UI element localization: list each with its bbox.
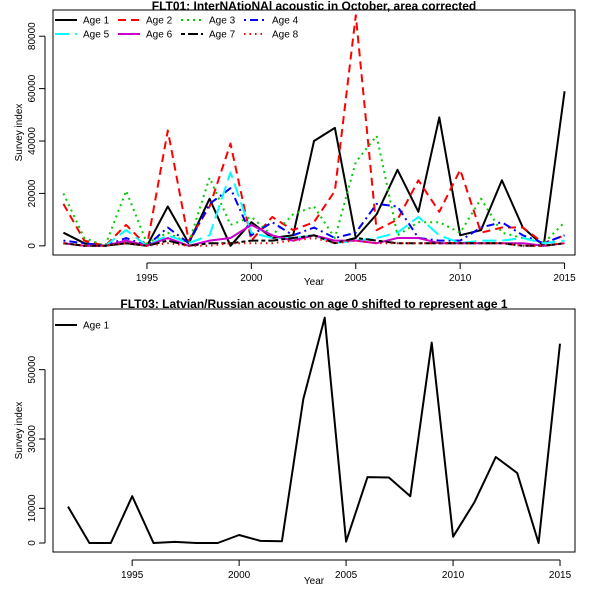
panel-flt03: FLT03: Latvian/Russian acoustic on age 0… [14, 297, 576, 587]
chart-title: FLT03: Latvian/Russian acoustic on age 0… [120, 297, 508, 311]
series-group [67, 316, 561, 544]
y-tick-label: 80000 [27, 22, 38, 50]
legend-label: Age 2 [146, 16, 173, 27]
x-tick-label: 2010 [442, 570, 465, 581]
series-line-age-1 [62, 91, 566, 247]
y-tick-label: 50000 [27, 355, 38, 383]
legend-label: Age 6 [146, 30, 173, 41]
y-tick-label: 10000 [27, 494, 38, 522]
x-axis-label: Year [304, 576, 325, 587]
y-tick-label: 60000 [27, 74, 38, 102]
x-tick-label: 2005 [335, 570, 358, 581]
chart-title: FLT01: InterNAtioNAl acoustic in October… [152, 0, 477, 13]
x-tick-label: 1995 [121, 570, 144, 581]
y-tick-label: 30000 [27, 425, 38, 453]
x-tick-label: 2005 [345, 273, 368, 284]
legend-label: Age 1 [83, 321, 110, 332]
series-line-age-1 [67, 316, 561, 544]
plot-frame [52, 308, 576, 553]
legend-label: Age 3 [209, 16, 236, 27]
y-tick-label: 0 [27, 243, 38, 249]
series-line-age-4 [63, 187, 565, 247]
y-tick-label: 40000 [27, 127, 38, 155]
y-tick-label: 0 [27, 540, 38, 546]
x-tick-label: 2015 [553, 273, 576, 284]
legend-label: Age 8 [272, 30, 299, 41]
x-tick-label: 1995 [136, 273, 159, 284]
plot-frame [52, 9, 576, 256]
x-tick-label: 2000 [240, 273, 263, 284]
legend-label: Age 5 [83, 30, 110, 41]
x-tick-label: 2010 [449, 273, 472, 284]
series-line-age-3 [62, 134, 566, 247]
x-tick-label: 2000 [228, 570, 251, 581]
legend-label: Age 4 [272, 16, 299, 27]
panel-flt01: FLT01: InterNAtioNAl acoustic in October… [14, 0, 576, 288]
y-axis-label: Survey index [14, 402, 25, 460]
series-group [62, 14, 566, 247]
x-axis-label: Year [304, 277, 325, 288]
y-axis-label: Survey index [14, 104, 25, 162]
series-line-age-7 [63, 234, 565, 247]
legend-label: Age 7 [209, 30, 236, 41]
legend-label: Age 1 [83, 16, 110, 27]
y-tick-label: 20000 [27, 179, 38, 207]
x-tick-label: 2015 [549, 570, 572, 581]
